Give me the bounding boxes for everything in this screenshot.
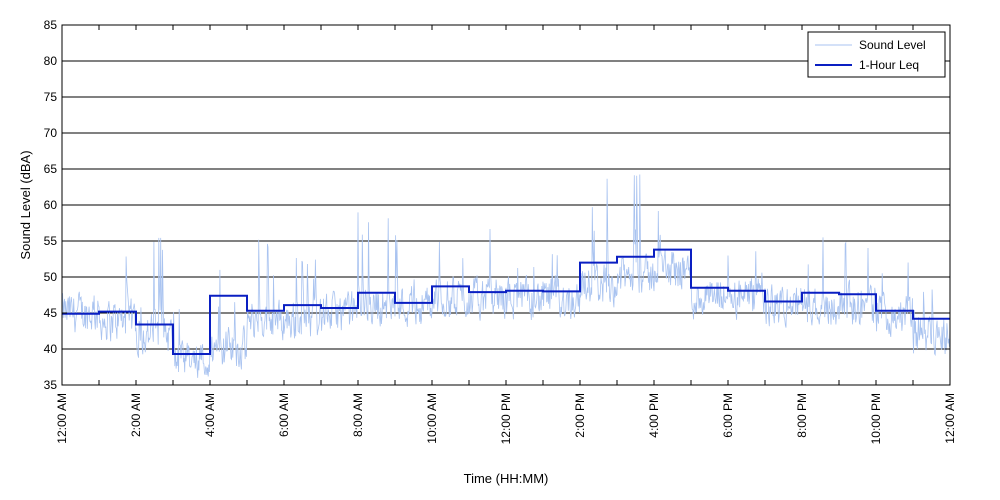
y-tick-label: 40 xyxy=(44,342,58,356)
x-tick-label: 2:00 PM xyxy=(573,393,587,438)
x-tick-label: 4:00 AM xyxy=(203,393,217,437)
y-axis-label: Sound Level (dBA) xyxy=(18,150,33,259)
x-tick-label: 10:00 AM xyxy=(425,393,439,444)
y-tick-label: 85 xyxy=(44,18,58,32)
y-tick-label: 60 xyxy=(44,198,58,212)
leq-step-line xyxy=(62,248,950,355)
x-tick-label: 12:00 PM xyxy=(499,393,513,444)
x-tick-label: 8:00 AM xyxy=(351,393,365,437)
x-tick-label: 6:00 PM xyxy=(721,393,735,438)
y-tick-label: 65 xyxy=(44,162,58,176)
y-tick-label: 70 xyxy=(44,126,58,140)
y-tick-label: 75 xyxy=(44,90,58,104)
legend: Sound Level 1-Hour Leq xyxy=(807,31,946,78)
y-tick-label: 50 xyxy=(44,270,58,284)
y-tick-label: 80 xyxy=(44,54,58,68)
x-tick-label: 12:00 AM xyxy=(55,393,69,444)
y-tick-label: 45 xyxy=(44,306,58,320)
legend-box xyxy=(807,31,946,78)
x-tick-label: 6:00 AM xyxy=(277,393,291,437)
x-tick-label: 4:00 PM xyxy=(647,393,661,438)
x-axis-ticks: 12:00 AM 2:00 AM 4:00 AM 6:00 AM 8:00 AM 10:0… xyxy=(55,25,957,444)
legend-label-leq: 1-Hour Leq xyxy=(859,58,919,72)
x-tick-label: 2:00 AM xyxy=(129,393,143,437)
leq-series xyxy=(62,248,950,355)
x-tick-label: 10:00 PM xyxy=(869,393,883,444)
y-tick-label: 35 xyxy=(44,378,58,392)
y-tick-label: 55 xyxy=(44,234,58,248)
legend-label-sound-level: Sound Level xyxy=(859,38,926,52)
x-axis-label: Time (HH:MM) xyxy=(464,471,549,486)
y-axis-ticks: 35 40 45 50 55 60 65 70 75 80 85 xyxy=(44,18,950,392)
x-tick-label: 12:00 AM xyxy=(943,393,957,444)
x-tick-label: 8:00 PM xyxy=(795,393,809,438)
